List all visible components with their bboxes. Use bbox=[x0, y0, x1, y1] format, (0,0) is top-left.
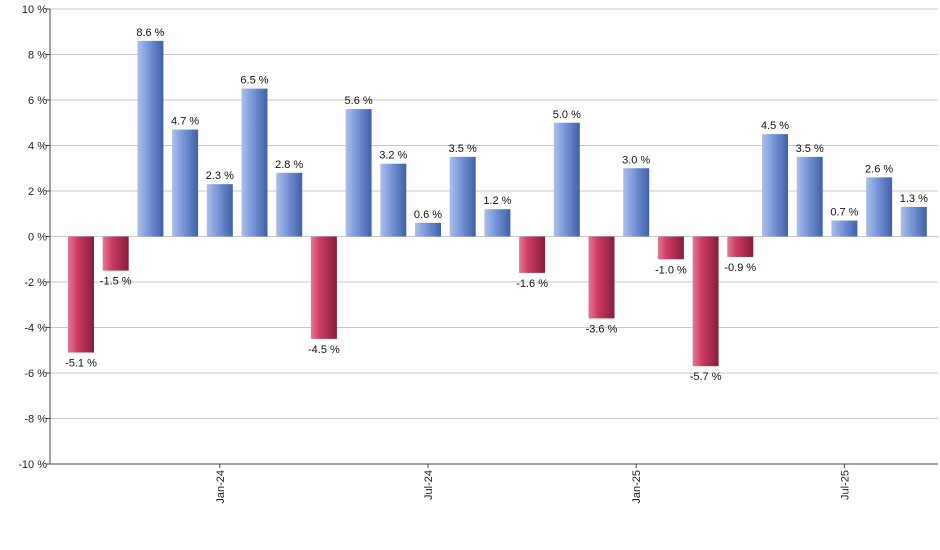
bar-value-label: 8.6 % bbox=[136, 27, 164, 39]
bar-value-label: 3.5 % bbox=[796, 143, 824, 155]
y-axis-ticks: -10 % -8 % -6 % -4 % -2 % 0 % 2 % 4 % 6 % 8 % 10 % bbox=[18, 4, 50, 471]
bar bbox=[172, 129, 199, 237]
bar-value-label: 0.7 % bbox=[830, 207, 858, 219]
y-tick-label: -2 % bbox=[24, 277, 47, 289]
y-tick-label: 8 % bbox=[28, 50, 47, 62]
bar bbox=[831, 220, 858, 237]
y-tick-label: 2 % bbox=[28, 186, 47, 198]
bar bbox=[866, 177, 893, 237]
bar bbox=[553, 122, 580, 237]
bar bbox=[345, 109, 372, 237]
bar bbox=[727, 236, 754, 257]
y-tick-label: 0 % bbox=[28, 232, 47, 244]
y-tick-label: -8 % bbox=[24, 414, 47, 426]
bar-value-label: 3.2 % bbox=[379, 150, 407, 162]
bar bbox=[310, 236, 337, 339]
bar-value-label: 6.5 % bbox=[240, 75, 268, 87]
bar-value-labels: -5.1 % -1.5 % 8.6 % 4.7 % 2.3 % 6.5 % 2.8 % -4.… bbox=[65, 27, 928, 383]
bar-value-label: 3.5 % bbox=[449, 143, 477, 155]
bar-value-label: 3.0 % bbox=[622, 154, 650, 166]
x-tick-label: Jul-24 bbox=[423, 470, 435, 500]
bar-value-label: -5.7 % bbox=[690, 371, 722, 383]
bar-value-label: 5.6 % bbox=[345, 95, 373, 107]
bar bbox=[206, 184, 233, 237]
bar bbox=[449, 156, 476, 237]
bar-value-label: 2.3 % bbox=[206, 170, 234, 182]
bar-value-label: 1.3 % bbox=[900, 193, 928, 205]
bar bbox=[657, 236, 684, 260]
y-tick-label: 6 % bbox=[28, 95, 47, 107]
bar bbox=[415, 222, 441, 237]
x-axis-ticks: Jan-24 Jul-24 Jan-25 Jul-25 bbox=[215, 464, 851, 504]
bar-value-label: 0.6 % bbox=[414, 209, 442, 221]
bar bbox=[762, 134, 788, 237]
bar bbox=[484, 209, 511, 237]
bars-group bbox=[68, 40, 927, 367]
y-tick-label: -6 % bbox=[24, 368, 47, 380]
bar-value-label: -1.6 % bbox=[516, 278, 548, 290]
bar-value-label: -1.5 % bbox=[100, 276, 132, 288]
bar-value-label: 2.8 % bbox=[275, 159, 303, 171]
bar bbox=[588, 236, 615, 319]
bar bbox=[276, 172, 303, 237]
x-tick-label: Jul-25 bbox=[839, 470, 851, 500]
bar-value-label: -4.5 % bbox=[308, 344, 340, 356]
bar bbox=[623, 168, 650, 237]
bar-value-label: -0.9 % bbox=[724, 262, 756, 274]
bar-value-label: -5.1 % bbox=[65, 358, 97, 370]
bar bbox=[102, 236, 129, 271]
bar bbox=[241, 88, 268, 237]
y-tick-label: 10 % bbox=[22, 4, 47, 16]
bar bbox=[380, 163, 407, 237]
bar-value-label: 4.5 % bbox=[761, 120, 789, 132]
bar bbox=[900, 206, 927, 237]
bar bbox=[796, 156, 823, 237]
x-tick-label: Jan-24 bbox=[215, 470, 227, 504]
y-tick-label: -4 % bbox=[24, 323, 47, 335]
bar-value-label: 2.6 % bbox=[865, 163, 893, 175]
bar-value-label: 4.7 % bbox=[171, 116, 199, 128]
y-tick-label: -10 % bbox=[18, 459, 47, 471]
bar bbox=[519, 236, 546, 273]
bar-value-label: -1.0 % bbox=[655, 264, 687, 276]
bar bbox=[137, 40, 164, 237]
bar-value-label: 5.0 % bbox=[553, 109, 581, 121]
bar bbox=[68, 236, 94, 353]
x-tick-label: Jan-25 bbox=[631, 470, 643, 504]
bar-value-label: -3.6 % bbox=[586, 323, 618, 335]
bar-value-label: 1.2 % bbox=[483, 195, 511, 207]
bar bbox=[692, 236, 719, 367]
y-tick-label: 4 % bbox=[28, 141, 47, 153]
